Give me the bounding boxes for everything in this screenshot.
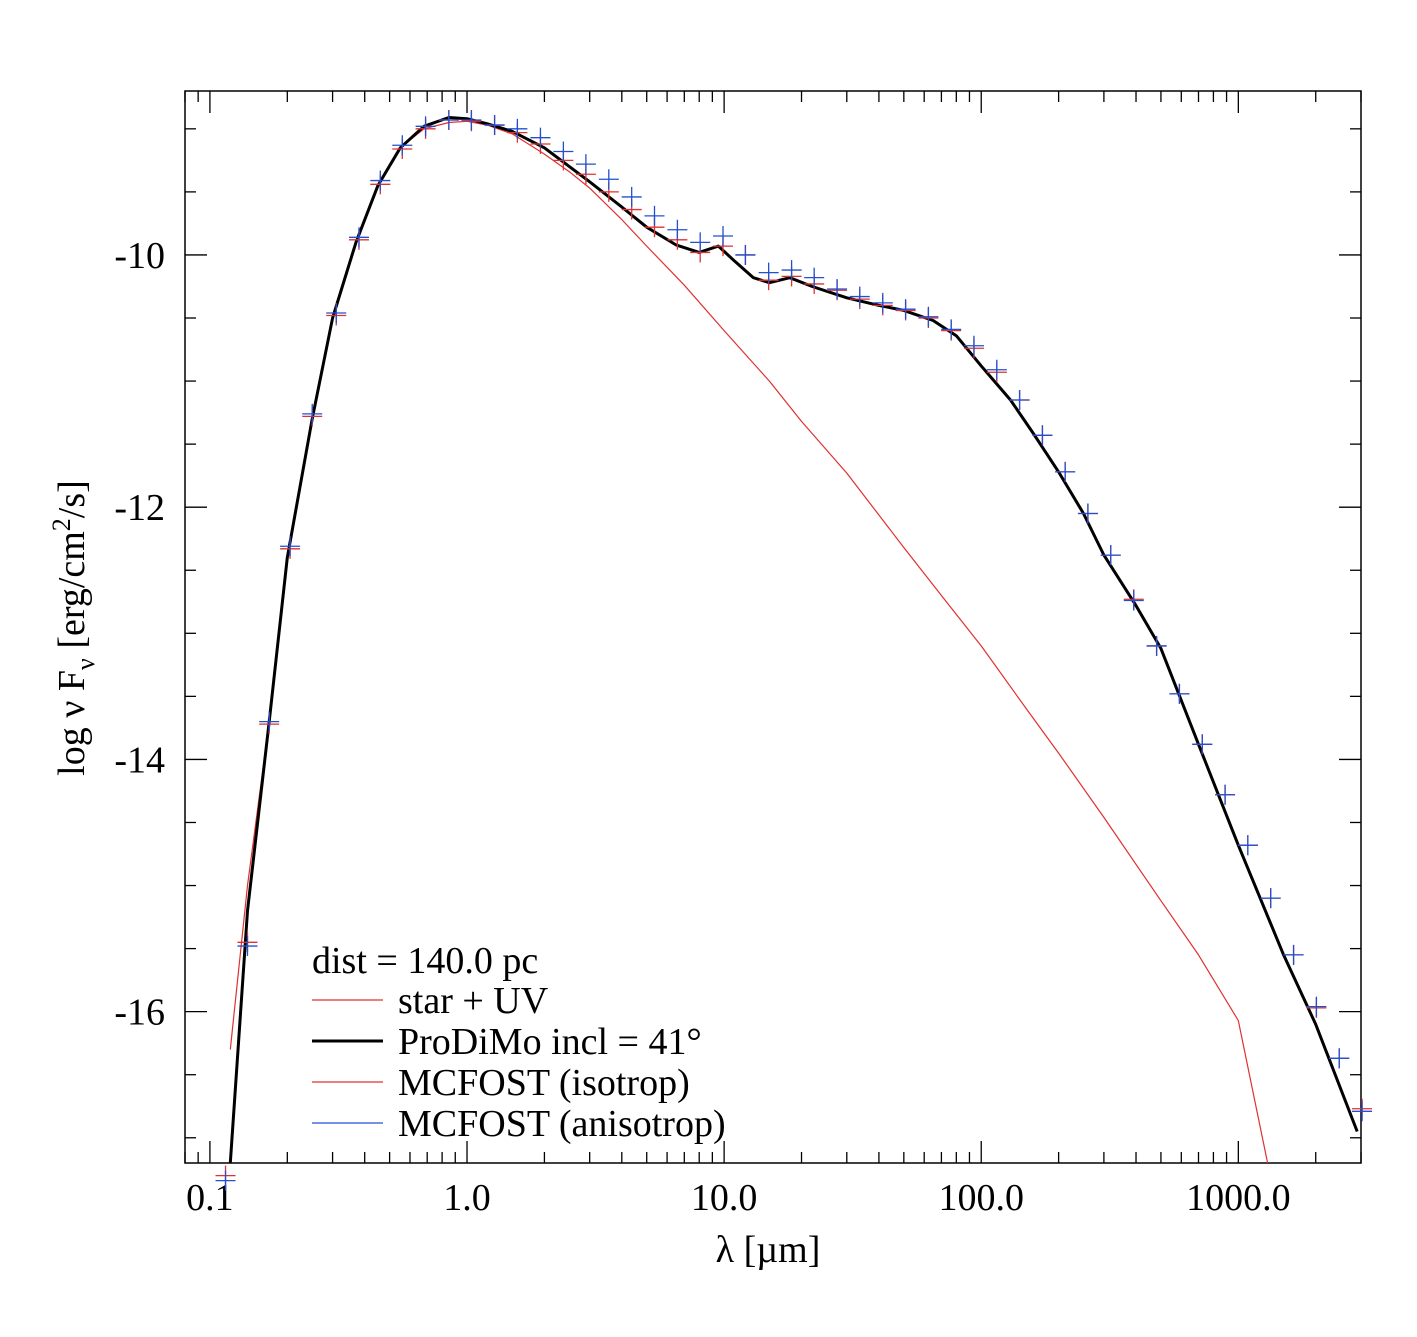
data-point-3-9 — [415, 116, 436, 137]
data-point-3-14 — [530, 127, 551, 148]
data-point-3-6 — [348, 227, 369, 248]
series-lines — [228, 116, 1359, 1163]
legend-header: dist = 140.0 pc — [312, 940, 538, 982]
data-point-3-26 — [804, 267, 825, 288]
data-point-3-35 — [1009, 389, 1030, 410]
data-point-3-37 — [1055, 461, 1076, 482]
data-point-3-23 — [735, 244, 756, 265]
x-tick-label: 1.0 — [443, 1177, 491, 1219]
data-point-3-3 — [280, 536, 301, 557]
data-point-3-42 — [1169, 683, 1190, 704]
y-tick-label: -12 — [114, 487, 165, 529]
data-point-3-22 — [713, 226, 734, 247]
data-point-3-28 — [849, 286, 870, 307]
legend-label-star-uv: star + UV — [398, 980, 549, 1022]
y-axis-title-unit: [erg/cm — [51, 531, 93, 658]
legend-label-prodimo: ProDiMo incl = 41° — [398, 1021, 702, 1063]
data-point-3-25 — [781, 260, 802, 281]
data-point-3-44 — [1215, 784, 1236, 805]
data-point-3-32 — [941, 319, 962, 340]
y-axis-title-sub: ν — [71, 658, 100, 670]
data-point-3-15 — [553, 141, 574, 162]
x-axis-title: λ [µm] — [716, 1229, 821, 1271]
plot-frame — [184, 90, 1362, 1164]
axis-ticks — [184, 91, 1362, 1163]
data-point-3-38 — [1077, 503, 1098, 524]
data-point-3-45 — [1237, 835, 1258, 856]
x-tick-label: 0.1 — [186, 1177, 234, 1219]
data-point-3-50 — [1352, 1101, 1373, 1122]
series-line-1 — [228, 116, 1359, 1163]
y-axis-title-unit-end: /s] — [51, 480, 93, 518]
data-point-3-39 — [1100, 545, 1121, 566]
data-point-3-2 — [259, 711, 280, 732]
y-axis-title: log ν Fν [erg/cm2/s] — [47, 480, 100, 776]
series-markers — [215, 110, 1373, 1191]
data-point-3-11 — [461, 110, 482, 131]
data-point-3-47 — [1283, 944, 1304, 965]
data-point-3-40 — [1123, 590, 1144, 611]
data-point-3-8 — [392, 135, 413, 156]
data-point-3-43 — [1192, 734, 1213, 755]
data-point-3-24 — [758, 262, 779, 283]
data-point-3-0 — [215, 1170, 236, 1191]
y-tick-labels: -10 -12 -14 -16 — [114, 235, 165, 1034]
data-point-3-29 — [872, 292, 893, 313]
data-point-3-33 — [963, 335, 984, 356]
data-point-3-49 — [1329, 1048, 1350, 1069]
data-point-3-12 — [484, 115, 505, 136]
x-tick-label: 1000.0 — [1186, 1177, 1291, 1219]
data-point-3-5 — [326, 302, 347, 323]
data-point-3-4 — [302, 403, 323, 424]
data-point-3-19 — [644, 205, 665, 226]
legend-label-mcfost-isotrop: MCFOST (isotrop) — [398, 1062, 690, 1104]
data-point-3-1 — [237, 936, 258, 957]
y-axis-title-sup: 2 — [47, 518, 76, 531]
series-line-0 — [229, 120, 1269, 1163]
data-point-3-21 — [690, 232, 711, 253]
data-point-3-31 — [918, 306, 939, 327]
data-point-3-20 — [667, 219, 688, 240]
x-tick-label: 10.0 — [691, 1177, 758, 1219]
data-point-3-13 — [507, 118, 528, 139]
data-point-3-27 — [827, 279, 848, 300]
data-point-3-34 — [986, 359, 1007, 380]
data-point-3-41 — [1146, 635, 1167, 656]
y-tick-label: -16 — [114, 992, 165, 1034]
legend: dist = 140.0 pc star + UV ProDiMo incl =… — [312, 940, 726, 1145]
data-point-3-17 — [598, 169, 619, 190]
data-point-3-7 — [370, 170, 391, 191]
y-axis-title-base: log ν F — [51, 670, 93, 776]
y-tick-label: -10 — [114, 235, 165, 277]
y-tick-label: -14 — [114, 739, 165, 781]
legend-label-mcfost-anisotrop: MCFOST (anisotrop) — [398, 1103, 726, 1145]
data-point-3-46 — [1260, 888, 1281, 909]
data-point-3-36 — [1032, 425, 1053, 446]
x-tick-label: 100.0 — [938, 1177, 1024, 1219]
data-point-3-30 — [895, 299, 916, 320]
data-point-3-48 — [1306, 996, 1327, 1017]
x-tick-labels: 0.1 1.0 10.0 100.0 1000.0 — [186, 1177, 1290, 1219]
data-point-3-18 — [621, 186, 642, 207]
data-point-3-10 — [438, 110, 459, 131]
data-point-3-16 — [575, 154, 596, 175]
